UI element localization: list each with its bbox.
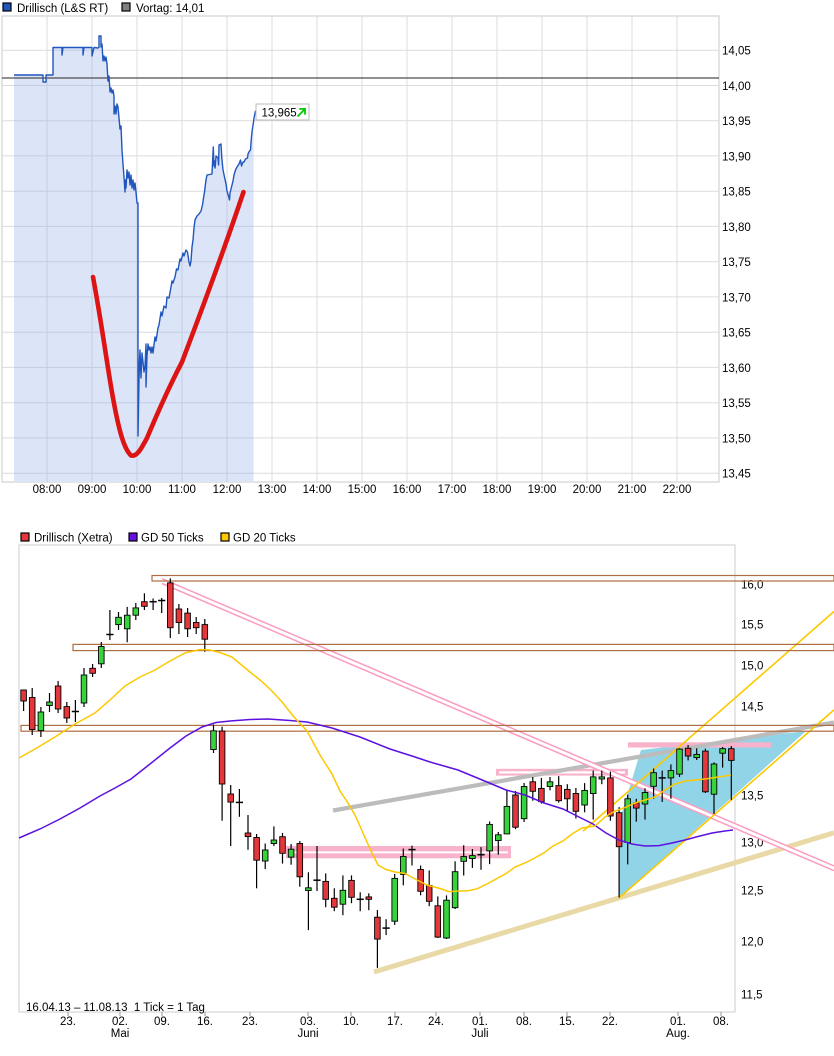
svg-text:13:00: 13:00 (258, 484, 287, 496)
svg-text:10.: 10. (343, 1016, 359, 1028)
svg-text:03.: 03. (300, 1016, 316, 1028)
svg-text:23.: 23. (60, 1016, 76, 1028)
svg-text:02.: 02. (112, 1016, 128, 1028)
svg-text:20:00: 20:00 (573, 484, 602, 496)
svg-text:15,5: 15,5 (741, 620, 763, 632)
svg-text:08.: 08. (516, 1016, 532, 1028)
svg-text:17:00: 17:00 (438, 484, 467, 496)
svg-text:15.: 15. (559, 1016, 575, 1028)
svg-text:13,75: 13,75 (722, 257, 751, 269)
svg-text:11:00: 11:00 (168, 484, 196, 496)
svg-text:13,60: 13,60 (722, 363, 751, 375)
svg-text:09.: 09. (154, 1016, 170, 1028)
svg-text:Aug.: Aug. (666, 1028, 690, 1040)
svg-text:21:00: 21:00 (618, 484, 647, 496)
svg-text:Vortag: 14,01: Vortag: 14,01 (136, 3, 204, 15)
svg-text:10:00: 10:00 (123, 484, 152, 496)
svg-text:13,50: 13,50 (722, 433, 751, 445)
svg-text:19:00: 19:00 (528, 484, 557, 496)
svg-text:11,5: 11,5 (741, 990, 763, 1002)
svg-text:14:00: 14:00 (303, 484, 332, 496)
svg-text:16.04.13 – 11.08.13 1 Tick =: 16.04.13 – 11.08.13 1 Tick = 1 Tag (26, 1002, 205, 1014)
svg-text:13,90: 13,90 (722, 151, 751, 163)
svg-text:13,55: 13,55 (722, 398, 751, 410)
svg-text:22:00: 22:00 (663, 484, 692, 496)
svg-text:13,85: 13,85 (722, 187, 751, 199)
svg-text:15:00: 15:00 (348, 484, 377, 496)
svg-text:15,0: 15,0 (741, 661, 763, 673)
svg-text:08.: 08. (713, 1016, 729, 1028)
svg-text:08:00: 08:00 (33, 484, 62, 496)
svg-text:09:00: 09:00 (78, 484, 107, 496)
svg-text:Drillisch (L&S RT): Drillisch (L&S RT) (17, 3, 108, 15)
svg-text:13,80: 13,80 (722, 222, 751, 234)
svg-text:12:00: 12:00 (213, 484, 242, 496)
svg-text:01.: 01. (472, 1016, 488, 1028)
svg-text:13,5: 13,5 (741, 791, 763, 803)
svg-text:13,965: 13,965 (262, 108, 297, 120)
svg-text:14,05: 14,05 (722, 46, 751, 58)
svg-text:13,95: 13,95 (722, 116, 751, 128)
svg-text:16.: 16. (197, 1016, 213, 1028)
svg-text:Juli: Juli (471, 1028, 488, 1040)
svg-text:13,65: 13,65 (722, 328, 751, 340)
svg-text:12,0: 12,0 (741, 937, 763, 949)
svg-text:Mai: Mai (111, 1028, 130, 1040)
svg-text:14,00: 14,00 (722, 81, 751, 93)
svg-text:Juni: Juni (297, 1028, 318, 1040)
svg-text:Drillisch (Xetra): Drillisch (Xetra) (34, 533, 113, 545)
svg-text:01.: 01. (670, 1016, 686, 1028)
svg-text:18:00: 18:00 (483, 484, 512, 496)
svg-text:22.: 22. (602, 1016, 618, 1028)
svg-text:GD 20 Ticks: GD 20 Ticks (233, 533, 296, 545)
svg-text:17.: 17. (387, 1016, 403, 1028)
svg-text:GD 50 Ticks: GD 50 Ticks (141, 533, 204, 545)
svg-text:14,5: 14,5 (741, 702, 763, 714)
svg-text:23.: 23. (242, 1016, 258, 1028)
svg-text:13,45: 13,45 (722, 469, 751, 481)
svg-text:13,0: 13,0 (741, 838, 763, 850)
svg-text:24.: 24. (428, 1016, 444, 1028)
svg-text:12,5: 12,5 (741, 886, 763, 898)
svg-text:13,70: 13,70 (722, 292, 751, 304)
svg-text:16,0: 16,0 (741, 580, 763, 592)
svg-text:16:00: 16:00 (393, 484, 422, 496)
